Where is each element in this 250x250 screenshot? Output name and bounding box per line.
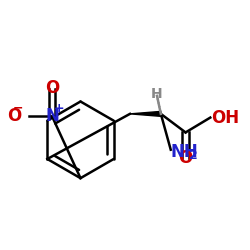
Text: NH: NH: [171, 143, 198, 161]
Polygon shape: [130, 112, 161, 116]
Text: O: O: [178, 149, 193, 168]
Text: O: O: [45, 79, 59, 97]
Text: H: H: [151, 87, 162, 101]
Text: O: O: [7, 107, 21, 125]
Text: 2: 2: [188, 149, 197, 162]
Text: OH: OH: [212, 108, 240, 126]
Text: −: −: [13, 102, 23, 115]
Text: +: +: [54, 102, 64, 116]
Text: N: N: [46, 107, 60, 125]
